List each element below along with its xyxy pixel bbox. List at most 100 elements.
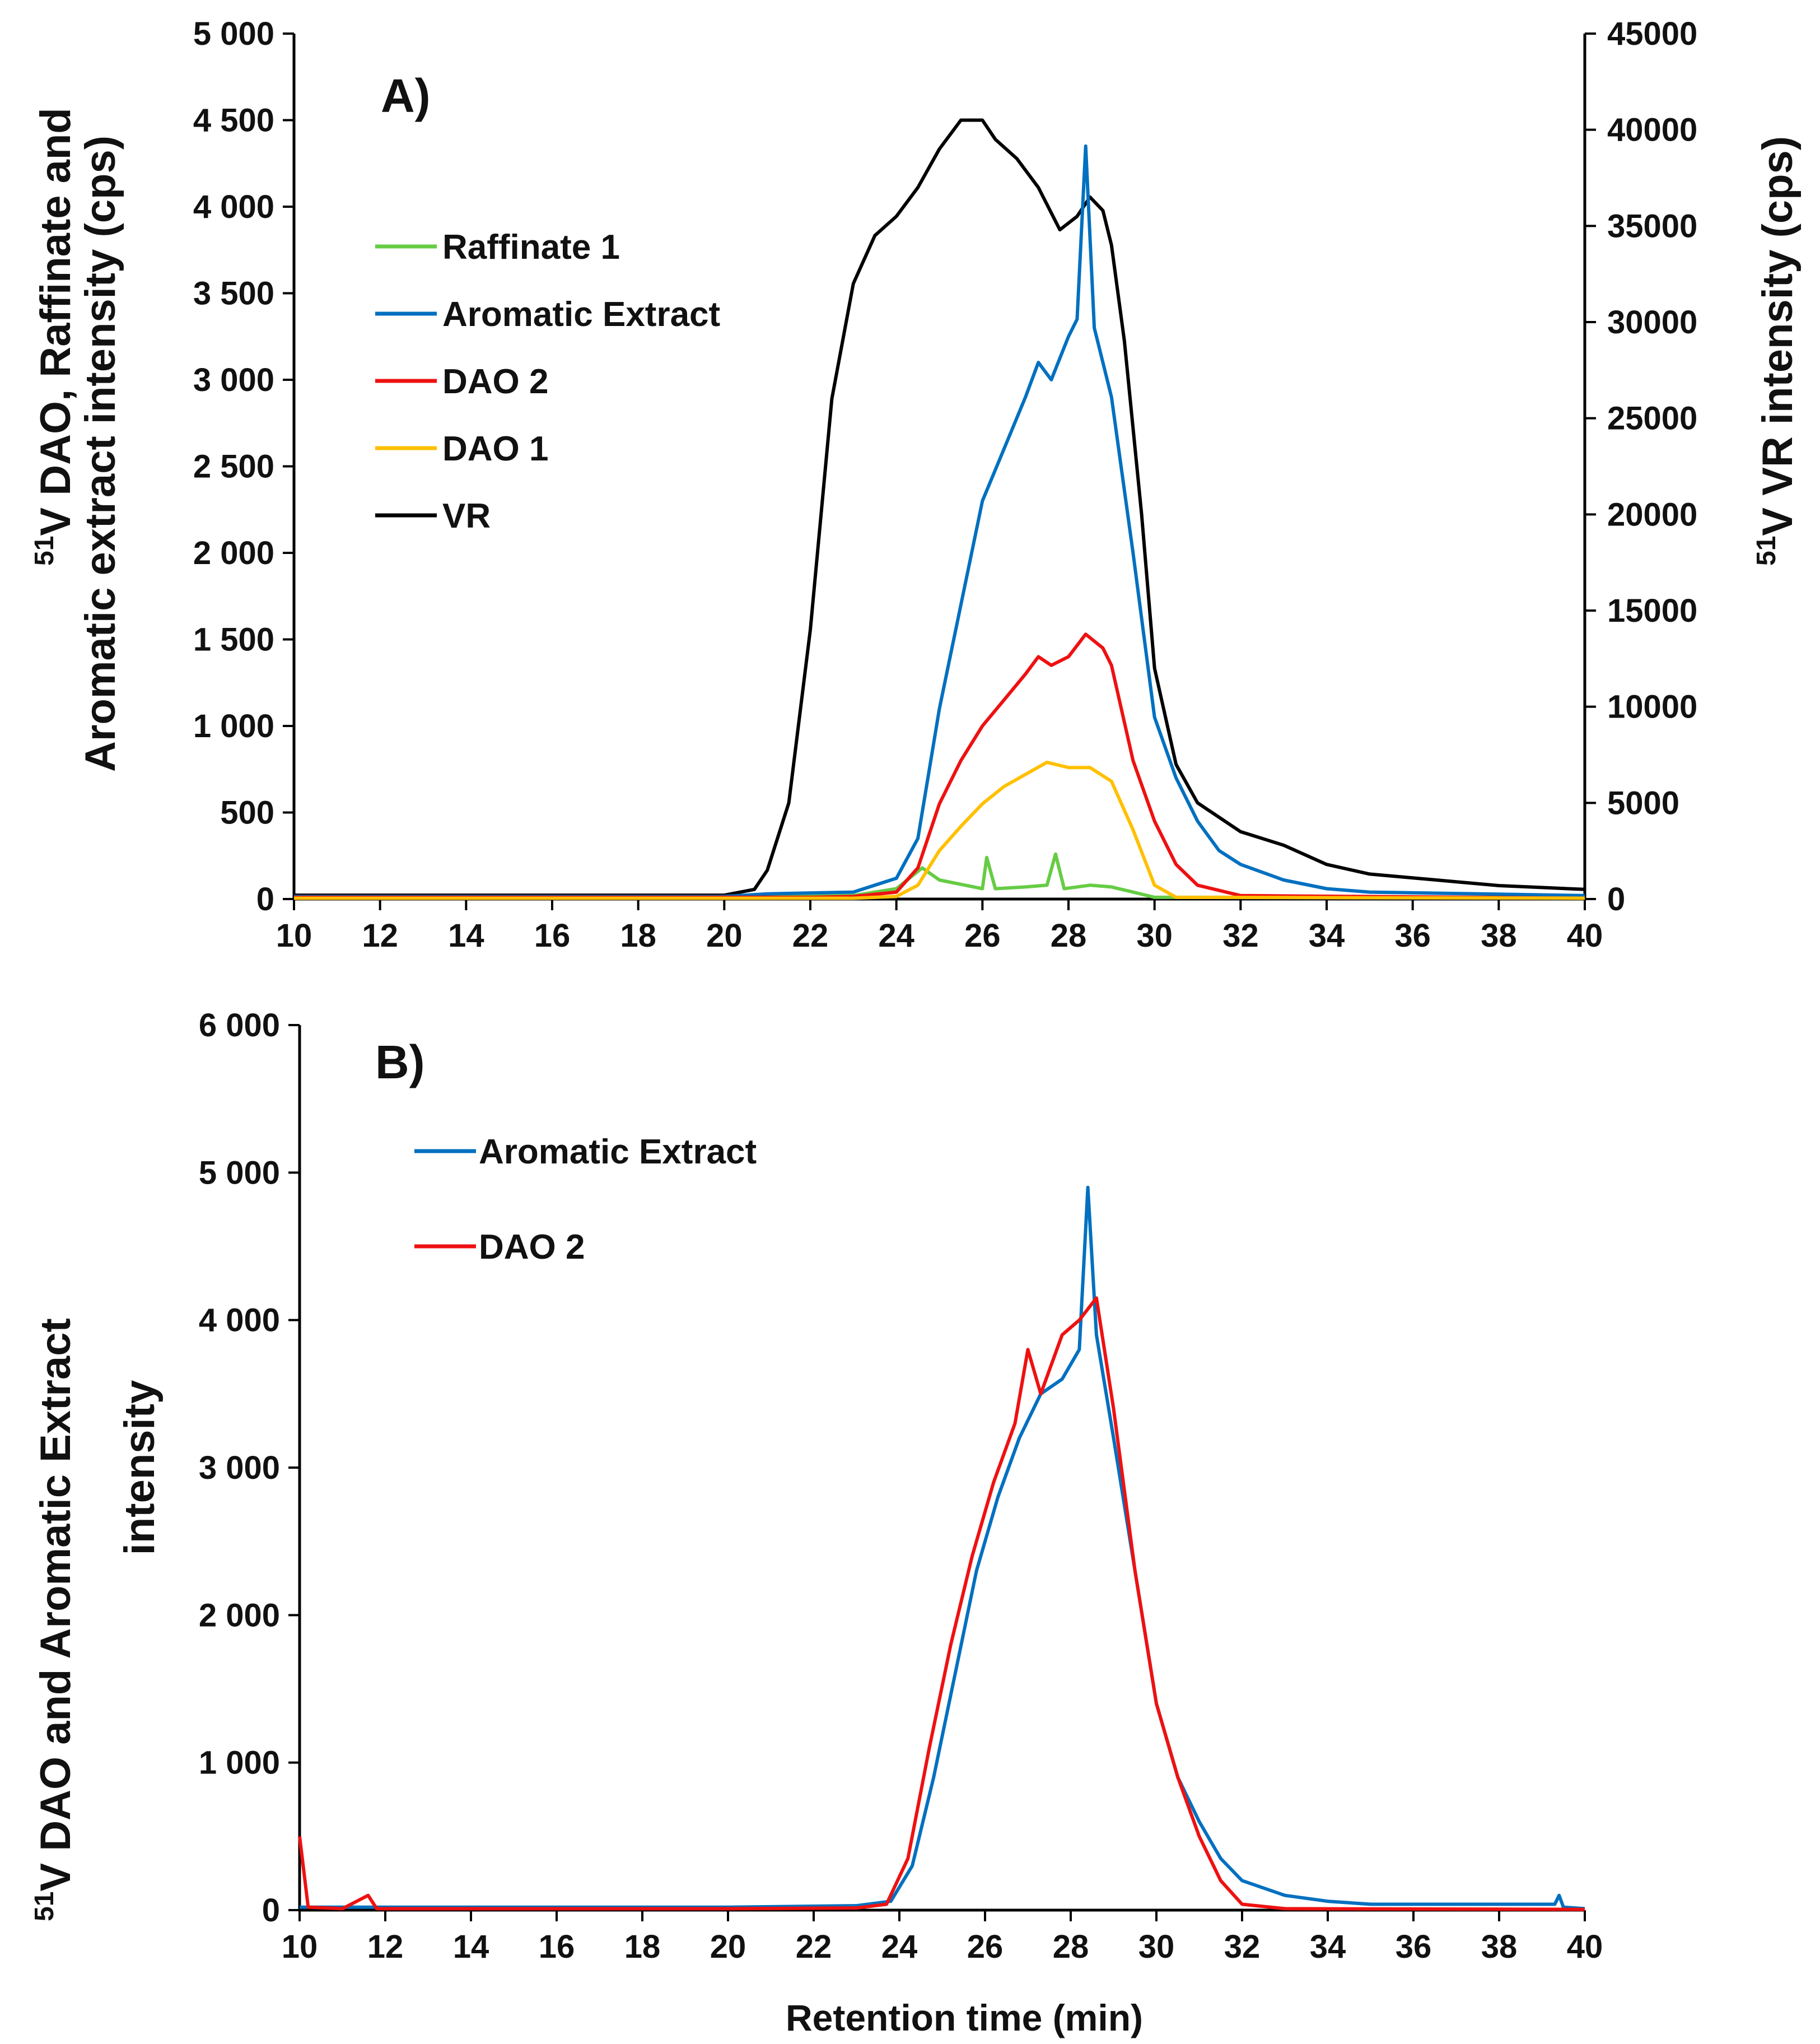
panel-b-axes: 10 12 14 16 18 20 22 24 26 28 30 32 34 36 38 40 0 1 000 2 … [199,1007,1603,1965]
panel-a-x-tick-label: 34 [1309,918,1345,954]
panel-a-right-y-tick-label: 40000 [1607,112,1697,148]
legend-b-item-dao-2: DAO 2 [414,1228,585,1267]
panel-a-y-tick-label: 500 [220,795,274,831]
legend-label-aromatic-extract: Aromatic Extract [442,295,720,334]
panel-b-x-tick-label: 38 [1481,1929,1518,1965]
panel-a-series-aromatic-extract [294,144,1585,898]
panel-b-legend: Aromatic Extract DAO 2 [414,1133,757,1267]
panel-a-y-tick-label: 4 000 [193,189,274,225]
panel-a-label: A) [381,69,431,122]
panel-a-x-tick-label: 24 [878,918,914,954]
panel-a-x-tick-label: 26 [964,918,1001,954]
panel-b: B) 51V DAO and Aromatic Extract intensit… [30,1007,1603,2038]
panel-a-x-tick-label: 18 [620,918,656,954]
panel-a-left-ylabel-line2: Aromatic extract intensity (cps) [77,136,124,772]
panel-b-y-tick-label: 4 000 [199,1302,280,1339]
panel-a-y-tick-label: 3 500 [193,276,274,312]
panel-b-y-tick-label: 3 000 [199,1450,280,1486]
panel-b-ylabel-line2: intensity [116,1380,164,1556]
panel-b-x-tick-label: 14 [453,1929,489,1965]
panel-a-left-ylabel-text1: V DAO, Raffinate and [32,108,80,536]
panel-a-y-tick-label: 2 500 [193,449,274,485]
panel-b-x-tick-label: 12 [367,1929,404,1965]
panel-a-right-y-tick-label: 45000 [1607,16,1697,52]
panel-a-x-tick-label: 38 [1481,918,1517,954]
panel-a-y-tick-label: 5 000 [193,16,274,52]
panel-b-ylabel-line1: 51V DAO and Aromatic Extract [30,1318,80,1921]
panel-a-right-y-tick-label: 10000 [1607,689,1697,725]
panel-b-x-tick-label: 28 [1053,1929,1089,1965]
panel-a: A) 51V DAO, Raffinate and Aromatic extra… [30,16,1802,954]
panel-a-right-ylabel-text: V VR intensity (cps) [1754,136,1802,536]
panel-b-x-tick-label: 24 [881,1929,918,1965]
panel-a-right-y-tick-label: 0 [1607,881,1625,918]
legend-label-raffinate-1: Raffinate 1 [442,228,620,267]
panel-b-x-tick-label: 30 [1138,1929,1175,1965]
panel-a-series-raffinate-1 [294,852,1585,899]
panel-a-x-tick-label: 40 [1567,918,1603,954]
panel-b-series-aromatic-extract [300,1185,1585,1911]
panel-a-left-ylabel-line1: 51V DAO, Raffinate and [30,108,80,566]
panel-a-x-tick-label: 28 [1051,918,1087,954]
panel-a-y-tick-label: 3 000 [193,362,274,398]
panel-b-series [298,1185,1585,1911]
panel-b-x-tick-label: 22 [796,1929,832,1965]
panel-b-x-tick-label: 18 [624,1929,661,1965]
panel-a-right-y-tick-label: 35000 [1607,208,1697,244]
panel-b-x-tick-label: 26 [967,1929,1004,1965]
panel-a-y-tick-label: 0 [256,881,274,918]
legend-label-vr: VR [442,497,491,536]
panel-a-y-tick-label: 2 000 [193,535,274,571]
panel-a-y-tick-label: 4 500 [193,103,274,139]
legend-item-vr: VR [375,497,491,536]
panel-a-right-y-tick-label: 25000 [1607,401,1697,437]
panel-a-right-ylabel: 51V VR intensity (cps) [1752,136,1802,566]
panel-a-x-tick-label: 20 [706,918,743,954]
panel-a-x-tick-label: 14 [448,918,484,954]
panel-a-right-y-tick-label: 30000 [1607,304,1697,341]
panel-b-x-tick-label: 20 [710,1929,746,1965]
panel-b-x-tick-label: 10 [282,1929,318,1965]
panel-a-x-tick-label: 16 [534,918,571,954]
legend-item-dao-2: DAO 2 [375,362,548,401]
legend-item-dao-1: DAO 1 [375,430,548,468]
panel-b-label: B) [375,1036,425,1088]
legend-item-aromatic-extract: Aromatic Extract [375,295,720,334]
panel-b-ylabel-text1: V DAO and Aromatic Extract [32,1318,80,1891]
panel-a-legend: Raffinate 1 Aromatic Extract DAO 2 DAO 1… [375,228,720,536]
panel-b-y-tick-label: 1 000 [199,1745,280,1781]
panel-a-x-tick-label: 10 [276,918,312,954]
panel-a-x-tick-label: 32 [1222,918,1259,954]
panel-a-series-dao-1 [294,760,1585,900]
legend-label-dao-1: DAO 1 [442,430,548,468]
legend-item-raffinate-1: Raffinate 1 [375,228,620,267]
panel-b-x-tick-label: 40 [1567,1929,1603,1965]
legend-b-item-aromatic-extract: Aromatic Extract [414,1133,757,1171]
panel-a-y-tick-label: 1 500 [193,622,274,658]
panel-b-y-tick-label: 2 000 [199,1597,280,1633]
panel-a-series [294,118,1585,900]
panel-a-left-ylabel-sup: 51 [30,536,59,566]
panel-b-xlabel: Retention time (min) [786,1997,1143,2038]
legend-b-label-dao-2: DAO 2 [479,1228,585,1267]
panel-a-x-tick-label: 30 [1136,918,1173,954]
panel-b-x-tick-label: 36 [1396,1929,1432,1965]
panel-a-right-y-tick-label: 15000 [1607,593,1697,629]
panel-a-right-y-tick-label: 5000 [1607,785,1679,821]
legend-label-dao-2: DAO 2 [442,362,548,401]
panel-b-y-tick-label: 5 000 [199,1154,280,1191]
panel-b-x-tick-label: 32 [1224,1929,1261,1965]
panel-a-right-y-tick-label: 20000 [1607,496,1697,533]
panel-a-x-tick-label: 22 [792,918,829,954]
panel-b-ylabel-sup: 51 [30,1892,59,1921]
panel-a-y-tick-label: 1 000 [193,708,274,744]
panel-b-x-tick-label: 16 [539,1929,575,1965]
panel-b-y-tick-label: 6 000 [199,1007,280,1044]
panel-a-right-ylabel-sup: 51 [1752,536,1781,566]
panel-b-y-tick-label: 0 [262,1892,280,1929]
panel-a-series-vr [294,118,1585,897]
panel-a-x-tick-label: 12 [362,918,398,954]
panel-a-series-dao-2 [294,632,1585,900]
